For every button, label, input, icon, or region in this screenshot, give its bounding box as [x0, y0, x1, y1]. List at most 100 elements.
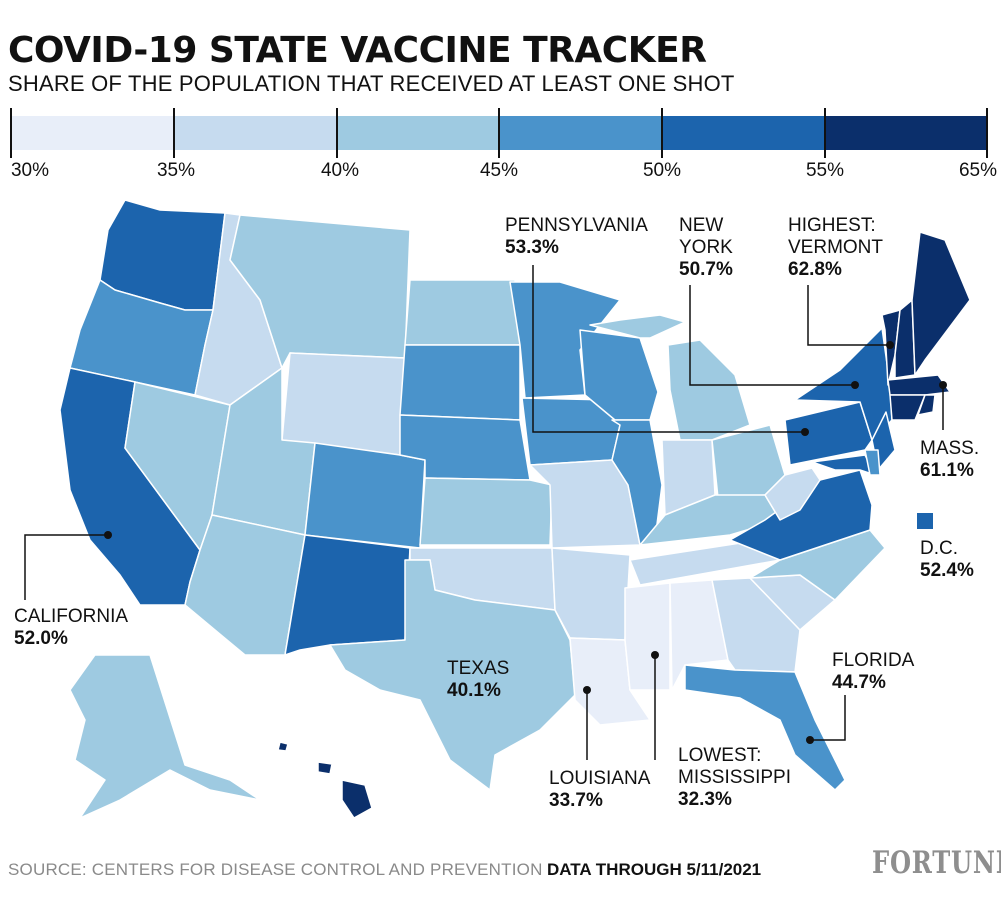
state-connecticut: [889, 394, 926, 421]
legend-tick: [336, 108, 338, 158]
state-arkansas: [551, 547, 631, 641]
state-michigan-upper: [589, 314, 686, 339]
state-virginia: [729, 469, 873, 561]
state-west-virginia: [764, 467, 821, 521]
state-kansas: [419, 477, 553, 546]
dc-color-swatch: [917, 513, 933, 529]
state-pennsylvania: [784, 401, 873, 466]
marker-mississippi: [651, 651, 659, 659]
marker-louisiana: [583, 686, 591, 694]
marker-massachusetts: [939, 381, 947, 389]
state-hawaii-maui: [317, 761, 333, 775]
fortune-logo: FORTUNE: [872, 845, 1001, 881]
legend-bin-40-45: [336, 116, 498, 150]
legend-tick: [10, 108, 12, 158]
callout-new-york-value: 50.7%: [679, 259, 733, 280]
marker-pennsylvania: [801, 428, 809, 436]
state-maryland: [811, 454, 876, 476]
callout-texas-name: TEXAS: [447, 658, 510, 679]
callout-massachusetts: MASS. 61.1%: [920, 438, 979, 482]
callout-massachusetts-value: 61.1%: [920, 460, 974, 481]
legend-label-50: 50%: [642, 160, 682, 181]
legend-label-65: 65%: [958, 160, 998, 181]
legend-label-45: 45%: [479, 160, 519, 181]
state-alaska: [69, 654, 261, 819]
callout-vermont: HIGHEST: VERMONT 62.8%: [788, 215, 883, 281]
state-new-mexico: [284, 534, 411, 656]
callout-louisiana: LOUISIANA 33.7%: [549, 768, 650, 812]
callout-texas: TEXAS 40.1%: [447, 658, 509, 702]
callout-florida-value: 44.7%: [832, 672, 886, 693]
legend-tick: [661, 108, 663, 158]
callout-louisiana-value: 33.7%: [549, 790, 603, 811]
leader-california: [24, 534, 108, 600]
legend-tick: [824, 108, 826, 158]
callout-pennsylvania: PENNSYLVANIA 53.3%: [505, 215, 648, 259]
state-hawaii-big-island: [341, 779, 373, 819]
callout-new-york: NEW YORK 50.7%: [679, 215, 733, 281]
state-minnesota: [509, 281, 621, 399]
callout-massachusetts-name: MASS.: [920, 438, 980, 459]
legend-tick: [498, 108, 500, 158]
us-choropleth-map: [24, 199, 971, 819]
state-wyoming: [281, 352, 406, 456]
legend-label-30: 30%: [10, 160, 50, 181]
legend-tick: [986, 108, 988, 158]
state-hawaii-oahu: [277, 741, 289, 752]
legend-label-35: 35%: [156, 160, 196, 181]
legend-bin-50-55: [661, 116, 824, 150]
callout-mississippi-name-1: LOWEST:: [678, 745, 762, 766]
legend-label-40: 40%: [320, 160, 360, 181]
callout-california: CALIFORNIA 52.0%: [14, 606, 128, 650]
state-maine: [911, 231, 971, 376]
callout-vermont-value: 62.8%: [788, 259, 842, 280]
callout-vermont-name-1: HIGHEST:: [788, 215, 876, 236]
callout-texas-value: 40.1%: [447, 680, 501, 701]
state-montana: [229, 214, 411, 369]
callout-dc: D.C. 52.4%: [920, 538, 974, 582]
state-colorado: [304, 442, 426, 549]
state-north-dakota: [404, 279, 521, 346]
callout-mississippi-value: 32.3%: [678, 789, 732, 810]
marker-new-york: [851, 381, 859, 389]
state-texas: [329, 559, 576, 791]
leader-new-york: [689, 285, 855, 386]
leader-florida: [810, 695, 846, 741]
state-alabama: [669, 579, 729, 691]
callout-pennsylvania-value: 53.3%: [505, 237, 559, 258]
callout-vermont-name-2: VERMONT: [788, 237, 883, 258]
callout-california-name: CALIFORNIA: [14, 606, 129, 627]
state-mississippi: [624, 582, 671, 691]
leader-pennsylvania: [532, 265, 805, 433]
state-delaware: [864, 449, 881, 476]
legend-bin-55-65: [824, 116, 987, 150]
state-south-dakota: [399, 344, 521, 421]
legend-bin-30-35: [10, 116, 173, 150]
callout-florida: FLORIDA 44.7%: [832, 650, 914, 694]
marker-vermont: [886, 341, 894, 349]
color-scale-legend: 30% 35% 40% 45% 50% 55% 65%: [0, 108, 1001, 188]
legend-bin-45-50: [498, 116, 661, 150]
callout-new-york-name-1: NEW: [679, 215, 724, 236]
callout-dc-value: 52.4%: [920, 560, 974, 581]
callout-new-york-name-2: YORK: [679, 237, 733, 258]
callout-pennsylvania-name: PENNSYLVANIA: [505, 215, 648, 236]
legend-label-55: 55%: [805, 160, 845, 181]
legend-bin-35-40: [173, 116, 336, 150]
callout-louisiana-name: LOUISIANA: [549, 768, 651, 789]
source-note: SOURCE: CENTERS FOR DISEASE CONTROL AND …: [8, 860, 543, 879]
leader-vermont: [807, 285, 890, 346]
callout-mississippi-name-2: MISSISSIPPI: [678, 767, 791, 788]
marker-california: [104, 531, 112, 539]
callout-dc-name: D.C.: [920, 538, 958, 559]
state-florida: [684, 664, 846, 791]
callout-florida-name: FLORIDA: [832, 650, 915, 671]
data-date: DATA THROUGH 5/11/2021: [547, 860, 762, 879]
page-subtitle: SHARE OF THE POPULATION THAT RECEIVED AT…: [8, 71, 735, 96]
state-massachusetts: [887, 374, 951, 396]
state-new-hampshire: [894, 299, 916, 379]
marker-florida: [806, 736, 814, 744]
callout-california-value: 52.0%: [14, 628, 68, 649]
state-rhode-island: [917, 394, 936, 416]
